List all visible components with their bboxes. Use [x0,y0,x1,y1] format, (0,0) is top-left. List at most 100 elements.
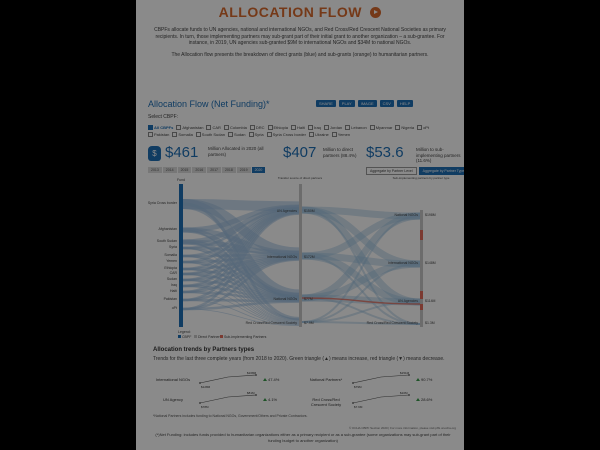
cbpf-checkbox[interactable]: Syria Cross border [267,131,306,138]
cbpf-checkbox[interactable]: Ethiopia [268,124,288,131]
sub-label[interactable]: National NGOs [394,213,418,217]
sub-value: $114M [425,299,436,303]
flow-link[interactable] [182,291,300,325]
csv-button[interactable]: CSV [379,100,394,107]
cbpf-checkbox[interactable]: All CBPFs [148,124,173,131]
country-label[interactable]: Ethiopia [164,266,177,270]
country-label[interactable]: Syria Cross border [148,201,178,205]
country-label[interactable]: oPt [172,306,177,310]
trend-name: National Partners* [309,377,343,382]
year-button[interactable]: 2016 [192,167,207,173]
cbpf-checkbox[interactable]: Haiti [291,124,305,131]
country-label[interactable]: Yemen [166,259,177,263]
cbpf-checkbox[interactable]: DRC [250,124,265,131]
trend-point [199,382,201,384]
flow-link[interactable] [301,206,421,306]
trend-start: $7.9M [354,405,363,409]
share-button[interactable]: SHARE [316,100,336,107]
cbpf-checkbox[interactable]: Ukraine [309,131,329,138]
sub-text: Million to sub-implementing partners (11… [416,147,461,163]
year-button[interactable]: 2017 [207,167,221,173]
trend-line [199,374,257,384]
country-label[interactable]: Pakistan [164,297,177,301]
country-label[interactable]: Somalia [164,253,177,257]
flow-link[interactable] [301,260,421,302]
direct-value: $407 [283,144,317,161]
flow-link[interactable] [182,308,300,326]
year-button[interactable]: 2015 [177,167,192,173]
cbpf-checkbox[interactable]: Syria [249,131,264,138]
cbpf-checkbox[interactable]: Iraq [308,124,321,131]
trend-line [352,394,410,404]
trend-pct-wrap: 47.4% [263,377,285,382]
flow-link[interactable] [182,212,300,311]
partner-value: $77M [304,297,313,301]
flow-link[interactable] [301,212,421,260]
flow-link[interactable] [301,263,421,323]
flow-link[interactable] [301,209,421,325]
flow-link[interactable] [182,300,300,311]
country-label[interactable]: Afghanistan [159,227,178,231]
increase-triangle-icon [263,398,267,401]
fund-header: Fund [177,178,185,182]
flow-link[interactable] [182,258,300,311]
flow-link[interactable] [301,215,421,323]
flow-link[interactable] [301,297,421,305]
aggregate-type-button[interactable]: Aggregate by Partner Type [418,167,464,175]
flow-link[interactable] [301,255,421,325]
sub-label[interactable]: International NGOs [388,261,418,265]
country-label[interactable]: Syria [169,245,177,249]
country-label[interactable]: Haiti [170,289,177,293]
footnote: (*)Net Funding: includes funds provided … [155,432,451,443]
flow-link[interactable] [301,252,421,306]
cbpf-checkbox[interactable]: Nigeria [395,124,414,131]
cbpf-checkbox[interactable]: oPt [417,124,429,131]
increase-triangle-icon [263,378,267,381]
flow-links [182,199,421,326]
cbpf-checkbox[interactable]: Pakistan [148,131,169,138]
sub-value: $198M [425,213,436,217]
country-label[interactable]: South Sudan [157,239,177,243]
cbpf-checkbox[interactable]: Afghanistan [176,124,203,131]
country-label[interactable]: Sudan [167,277,177,281]
partner-label[interactable]: UN Agencies [277,209,297,213]
year-button[interactable]: 2019 [236,167,251,173]
flow-link[interactable] [301,301,421,323]
year-button[interactable]: 2020 [251,167,266,173]
year-button[interactable]: 2018 [221,167,236,173]
aggregate-level-button[interactable]: Aggregate by Partner Level [366,167,417,175]
cbpf-checkbox[interactable]: Somalia [172,131,192,138]
sub-label[interactable]: Red Cross/Red Crescent Society [367,321,419,325]
flow-link[interactable] [182,273,300,323]
flow-link[interactable] [301,321,421,325]
partner-label[interactable]: Red Cross/Red Crescent Society [246,321,298,325]
trend-name: Red Cross/Red Crescent Society [310,397,342,407]
flow-link[interactable] [301,252,421,268]
country-label[interactable]: Iraq [171,283,177,287]
help-button[interactable]: HELP [396,100,414,107]
sub-label[interactable]: UN Agencies [398,299,418,303]
cbpf-checkbox[interactable]: Myanmar [370,124,393,131]
trend-line [199,394,257,404]
cbpf-checkbox[interactable]: Sudan [228,131,246,138]
flow-link[interactable] [301,212,421,302]
cbpf-checkbox[interactable]: Jordan [324,124,342,131]
partner-label[interactable]: International NGOs [267,255,297,259]
cbpf-checkbox[interactable]: Yemen [332,131,350,138]
play-button[interactable]: PLAY [338,100,355,107]
trend-end: $168M [247,371,257,375]
play-icon[interactable] [370,7,382,18]
partner-label[interactable]: National NGOs [273,297,297,301]
country-label[interactable]: CAR [170,271,178,275]
year-button[interactable]: 2014 [162,167,177,173]
cbpf-checkbox[interactable]: Lebanon [345,124,367,131]
trend-point [352,382,354,384]
year-button[interactable]: 2013 [148,167,162,173]
flow-link[interactable] [182,299,300,326]
flow-link[interactable] [301,206,421,220]
image-button[interactable]: IMAGE [357,100,377,107]
cbpf-checkbox[interactable]: CAR [206,124,220,131]
cbpf-checkbox[interactable]: South Sudan [196,131,225,138]
flow-link[interactable] [301,206,421,268]
cbpf-checkbox[interactable]: Colombia [224,124,247,131]
